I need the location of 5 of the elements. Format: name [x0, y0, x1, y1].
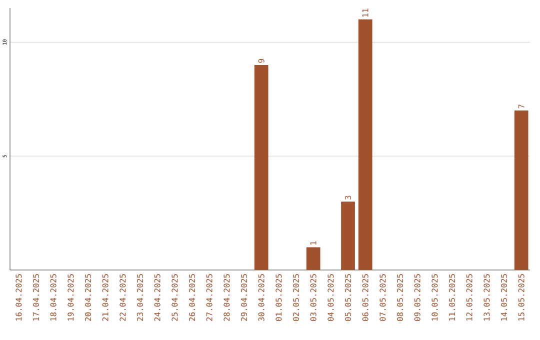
bar: [514, 110, 528, 270]
bar: [254, 64, 268, 270]
bar: [341, 202, 355, 270]
bar: [358, 19, 372, 270]
bar: [306, 247, 320, 270]
